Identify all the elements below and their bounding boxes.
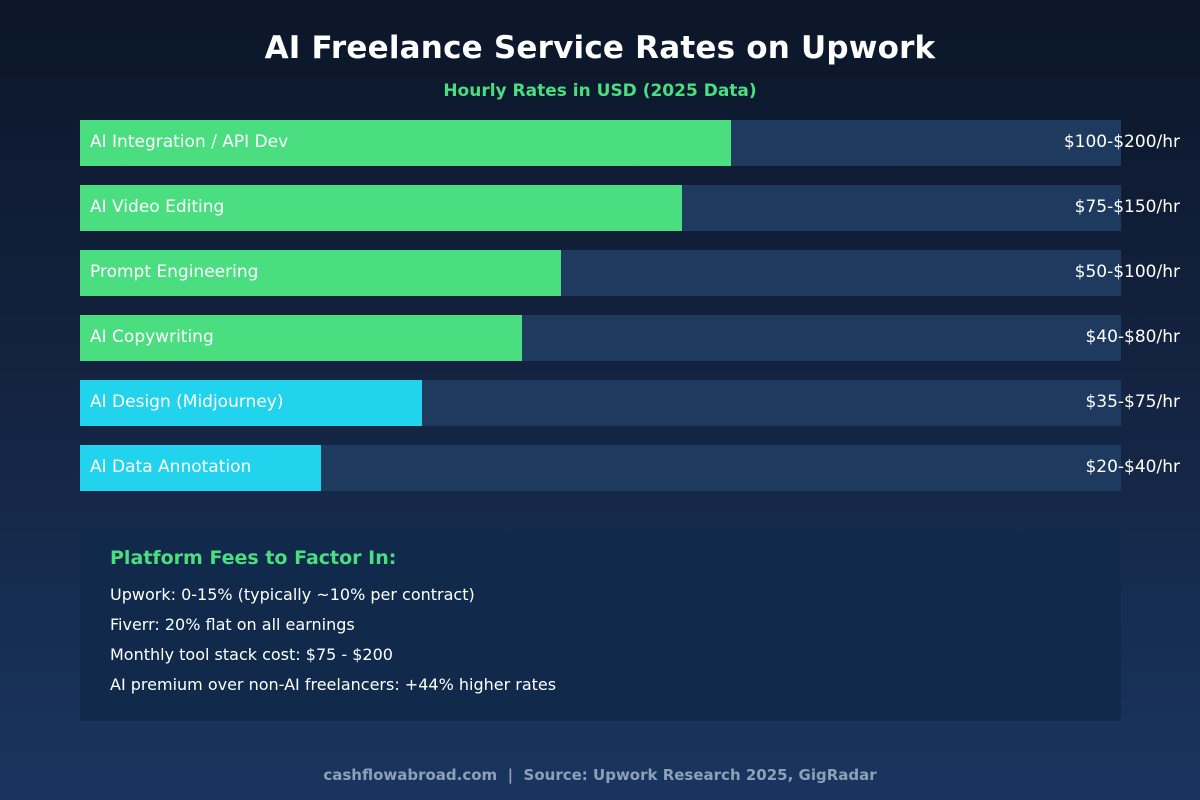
bar-category-label: Prompt Engineering xyxy=(90,262,259,282)
fees-list: Upwork: 0-15% (typically ~10% per contra… xyxy=(110,580,556,700)
fees-item-fiverr: Fiverr: 20% flat on all earnings xyxy=(110,615,355,634)
bar-value-label: $35-$75/hr xyxy=(1085,392,1180,412)
bar-value-label: $40-$80/hr xyxy=(1085,327,1180,347)
bar-track: AI Design (Midjourney) $35-$75/hr xyxy=(80,380,1180,426)
bar xyxy=(80,445,321,491)
bar-category-label: AI Video Editing xyxy=(90,197,225,217)
bar xyxy=(80,250,561,296)
bar-value-label: $50-$100/hr xyxy=(1074,262,1180,282)
chart-title: AI Freelance Service Rates on Upwork xyxy=(264,30,936,66)
bar-track: AI Data Annotation $20-$40/hr xyxy=(80,445,1180,491)
bar-chart: AI Integration / API Dev $100-$200/hr AI V… xyxy=(80,120,1180,491)
bar-category-label: AI Copywriting xyxy=(90,327,214,347)
bar-value-label: $20-$40/hr xyxy=(1085,457,1180,477)
bar-track: Prompt Engineering $50-$100/hr xyxy=(80,250,1180,296)
bar xyxy=(80,315,522,361)
fees-item-ai-premium: AI premium over non-AI freelancers: +44%… xyxy=(110,675,557,694)
bar-category-label: AI Integration / API Dev xyxy=(90,132,289,152)
bar-track: AI Copywriting $40-$80/hr xyxy=(80,315,1180,361)
bar-value-label: $100-$200/hr xyxy=(1063,132,1180,152)
fees-item-tool-cost: Monthly tool stack cost: $75 - $200 xyxy=(110,645,393,664)
bar xyxy=(80,380,422,426)
fees-title: Platform Fees to Factor In: xyxy=(110,547,397,569)
chart-subtitle: Hourly Rates in USD (2025 Data) xyxy=(443,81,757,101)
footer-source: cashflowabroad.com | Source: Upwork Rese… xyxy=(323,766,877,784)
bar-category-label: AI Data Annotation xyxy=(90,457,252,477)
fees-item-upwork: Upwork: 0-15% (typically ~10% per contra… xyxy=(110,585,475,604)
bar-track: AI Integration / API Dev $100-$200/hr xyxy=(80,120,1180,166)
bar-category-label: AI Design (Midjourney) xyxy=(90,392,284,412)
bar-track: AI Video Editing $75-$150/hr xyxy=(80,185,1180,231)
bar xyxy=(80,120,731,166)
platform-fees-panel: Platform Fees to Factor In: Upwork: 0-15… xyxy=(80,530,1121,721)
bar xyxy=(80,185,682,231)
bar-value-label: $75-$150/hr xyxy=(1074,197,1180,217)
